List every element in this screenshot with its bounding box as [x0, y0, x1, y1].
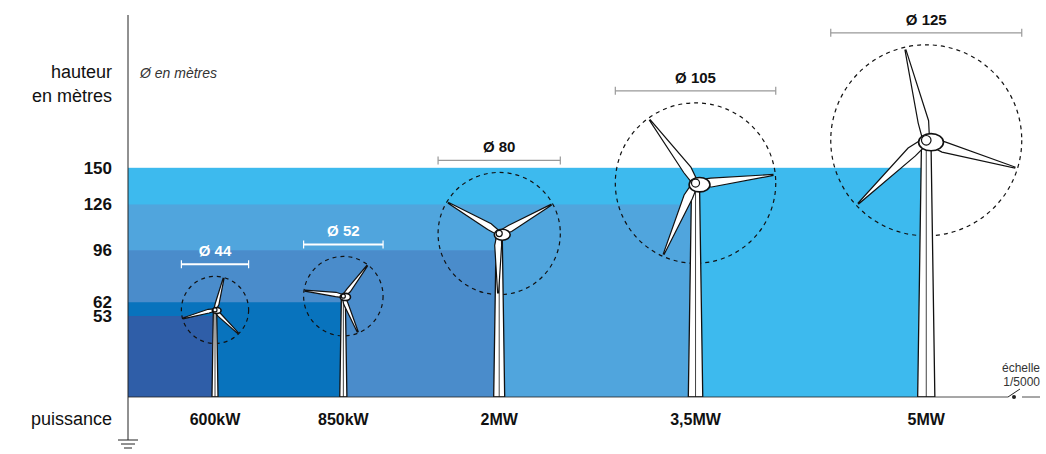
- turbine: [181, 276, 248, 397]
- y-axis-title: hauteur en mètres: [32, 62, 112, 106]
- diameter-bracket: [181, 263, 248, 265]
- tower: [688, 183, 702, 397]
- category-label: 2MW: [481, 411, 519, 428]
- hub: [496, 230, 502, 236]
- switch-symbol: [1012, 395, 1016, 399]
- height-band: [128, 250, 499, 397]
- y-tick-label: 126: [84, 195, 112, 214]
- hub: [341, 294, 345, 298]
- hub: [692, 179, 700, 187]
- bracket-end: [830, 29, 831, 37]
- diameter-label: Ø 44: [199, 242, 232, 259]
- category-label: 3,5MW: [670, 411, 722, 428]
- tower-line: [695, 183, 696, 397]
- blade: [905, 50, 930, 141]
- tower: [918, 140, 935, 397]
- nacelle: [494, 229, 510, 240]
- y-axis-title-line: en mètres: [32, 86, 112, 106]
- x-axis-title: puissance: [31, 409, 112, 429]
- x-axis: [1022, 397, 1040, 398]
- diameter-label: Ø 52: [327, 222, 360, 239]
- height-band: [128, 204, 696, 397]
- turbine: [304, 256, 383, 397]
- ground-symbol: [124, 448, 132, 449]
- diameter-label: Ø 125: [906, 11, 947, 28]
- diameter-bracket: [831, 32, 1022, 33]
- blade: [650, 120, 698, 185]
- nacelle: [212, 308, 221, 314]
- scale-label-line: 1/5000: [1003, 375, 1040, 389]
- nacelle: [689, 177, 710, 191]
- category-label: 5MW: [908, 411, 946, 428]
- bracket-end: [248, 260, 249, 268]
- y-tick-label: 62: [93, 293, 112, 312]
- tower-line: [343, 296, 344, 397]
- ground-symbol: [121, 444, 135, 445]
- blade: [305, 290, 343, 297]
- bracket-end: [615, 87, 616, 95]
- hub: [213, 308, 217, 312]
- diameter-bracket: [615, 90, 775, 91]
- y-axis-title-line: hauteur: [51, 62, 112, 82]
- nacelle: [340, 293, 350, 300]
- y-tick-label: 96: [93, 241, 112, 260]
- diameter-label: Ø 80: [483, 138, 516, 155]
- scale-label: échelle1/5000: [1002, 361, 1040, 389]
- bracket-end: [382, 240, 383, 248]
- category-label: 600kW: [190, 411, 242, 428]
- diameter-bracket: [438, 160, 560, 161]
- blade: [448, 203, 500, 236]
- bracket-end: [437, 156, 438, 164]
- tower: [340, 296, 347, 397]
- turbine: [438, 172, 560, 397]
- y-axis: [128, 15, 129, 440]
- scale-label-line: échelle: [1002, 361, 1040, 375]
- tower-line: [926, 140, 927, 397]
- blade: [495, 234, 502, 293]
- bracket-end: [1021, 29, 1022, 37]
- bracket-end: [303, 240, 304, 248]
- blade: [663, 182, 698, 254]
- blade: [858, 138, 928, 204]
- height-band: [128, 168, 926, 397]
- ground-symbol: [118, 440, 138, 441]
- plot-area: [128, 45, 1022, 397]
- blade: [183, 309, 215, 319]
- tower: [494, 234, 505, 397]
- category-label: 850kW: [318, 411, 370, 428]
- height-band: [128, 316, 215, 397]
- turbine: [615, 103, 775, 397]
- bracket-end: [775, 87, 776, 95]
- diameter-bracket: [304, 243, 383, 245]
- tower: [212, 310, 218, 397]
- height-band: [128, 302, 343, 397]
- diameter-label: Ø 105: [675, 69, 716, 86]
- bracket-end: [560, 156, 561, 164]
- chart: Ø 44Ø 52Ø 80Ø 105Ø 125536296126150hauteu…: [0, 0, 1046, 454]
- x-axis: [128, 397, 1008, 398]
- rotor-circle: [438, 172, 560, 294]
- bracket-end: [181, 260, 182, 268]
- turbine: [831, 45, 1022, 397]
- nacelle: [919, 134, 944, 151]
- tower-line: [215, 310, 216, 397]
- hub: [921, 136, 931, 146]
- blade: [342, 266, 367, 298]
- blade: [214, 278, 224, 310]
- y-tick-label: 150: [84, 159, 112, 178]
- diameter-unit: Ø en mètres: [139, 65, 217, 81]
